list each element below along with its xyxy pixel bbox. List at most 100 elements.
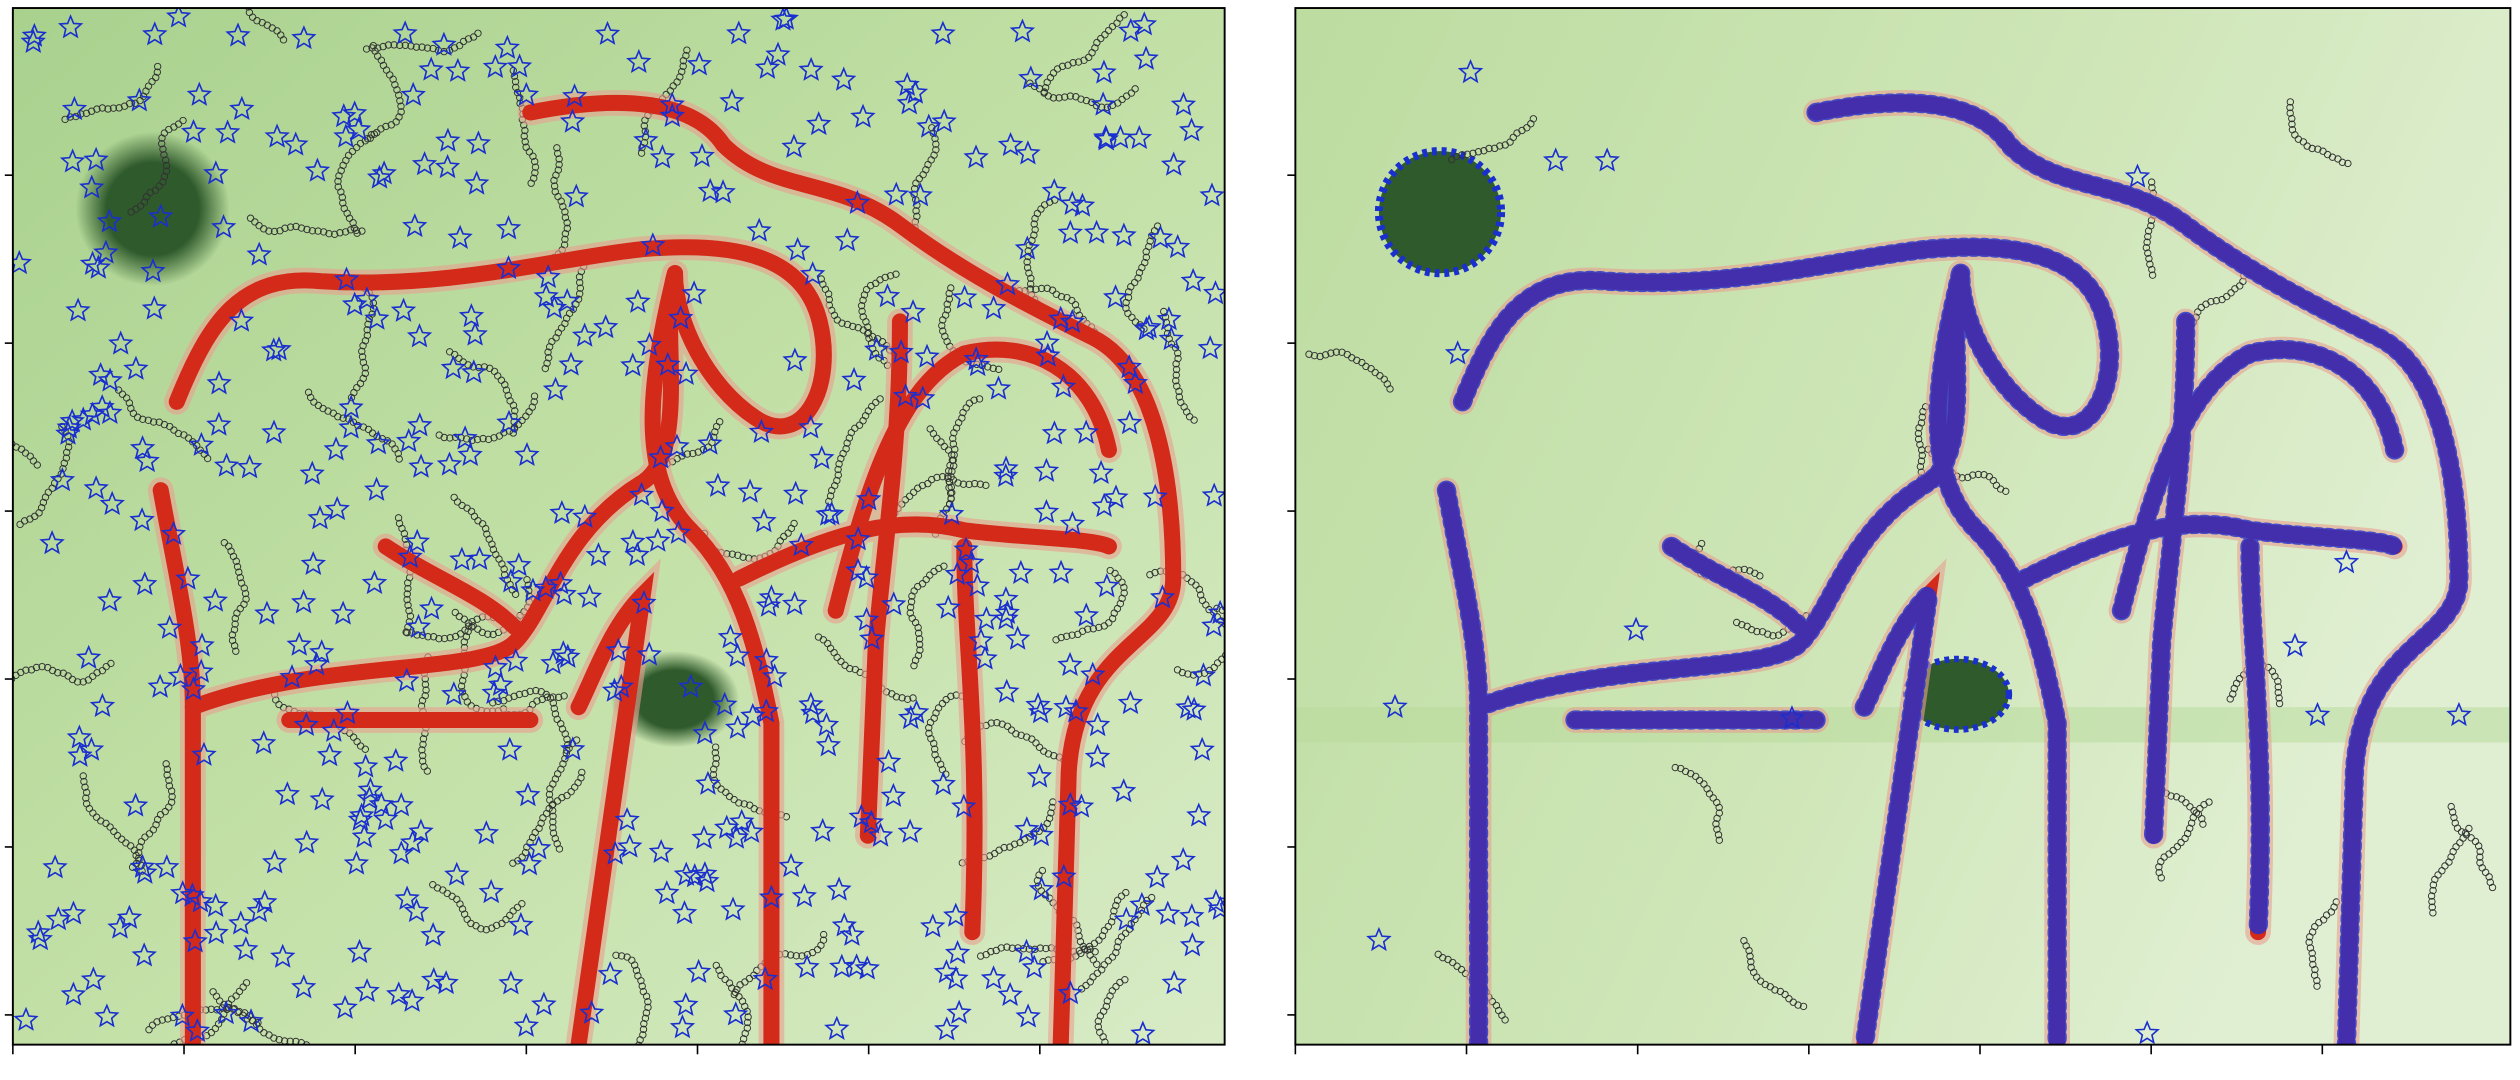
star-marker xyxy=(671,899,698,925)
trail-point xyxy=(247,0,253,5)
trail-point xyxy=(117,835,126,843)
trail-point xyxy=(741,1068,747,1074)
star-marker xyxy=(383,747,409,772)
trail-point xyxy=(358,227,366,235)
star-marker xyxy=(473,820,500,845)
trail-point xyxy=(166,422,174,431)
trail-point xyxy=(575,273,584,281)
trail-point xyxy=(1785,994,1793,1003)
trail-point xyxy=(557,719,565,728)
star-layer xyxy=(1366,59,2472,1045)
star-marker xyxy=(531,991,557,1016)
trail-point xyxy=(1127,283,1135,291)
star-marker xyxy=(503,648,529,673)
star-marker xyxy=(238,1008,264,1033)
trail-point xyxy=(2328,153,2337,161)
trail-point xyxy=(236,573,244,582)
star-marker xyxy=(664,433,690,458)
trail-point xyxy=(555,160,563,169)
trail-point xyxy=(909,694,917,702)
star-marker xyxy=(1069,192,1096,217)
star-marker xyxy=(206,411,232,436)
star-marker xyxy=(931,108,957,133)
trail-point xyxy=(971,479,979,488)
star-marker xyxy=(407,412,433,437)
trail-point xyxy=(79,678,87,686)
trail-point xyxy=(146,188,154,197)
trail-point xyxy=(1074,630,1082,639)
trail-point xyxy=(2447,802,2455,811)
star-marker xyxy=(12,249,33,275)
trail-point xyxy=(1007,726,1016,734)
trail-point xyxy=(888,690,896,698)
trail-point xyxy=(453,498,462,506)
star-marker xyxy=(935,594,961,619)
trail-point xyxy=(557,197,565,205)
trail-point xyxy=(1172,371,1180,379)
star-marker xyxy=(907,182,933,207)
trail-point xyxy=(1233,634,1239,640)
trail-point xyxy=(837,454,845,463)
trail-point xyxy=(292,222,300,231)
trail-point xyxy=(1026,280,1035,288)
trail-point xyxy=(915,640,924,649)
trail-point xyxy=(511,77,520,86)
trail-point xyxy=(180,431,188,439)
trail-point xyxy=(401,41,410,50)
trail-point xyxy=(1037,205,1045,213)
trail-point xyxy=(484,435,493,444)
star-marker xyxy=(799,261,826,286)
trail-point xyxy=(2196,804,2204,813)
trail-point xyxy=(939,316,947,324)
trail-point xyxy=(504,391,512,400)
star-marker xyxy=(390,297,417,322)
star-marker xyxy=(875,748,902,773)
star-marker xyxy=(83,146,109,171)
star-marker xyxy=(246,241,272,266)
trail-point xyxy=(1120,11,1128,19)
star-marker xyxy=(672,991,699,1016)
star-marker xyxy=(147,673,173,698)
star-marker xyxy=(533,283,559,308)
star-marker xyxy=(97,367,123,392)
trail-point xyxy=(1093,969,1102,977)
star-marker xyxy=(97,399,123,425)
trail-point xyxy=(683,450,692,458)
star-marker xyxy=(751,508,777,533)
trail-point xyxy=(1048,286,1057,294)
trail-point xyxy=(1218,655,1225,663)
star-marker xyxy=(78,736,105,761)
trail-point xyxy=(422,686,430,694)
trail-point xyxy=(639,1025,648,1034)
star-marker xyxy=(88,361,114,386)
trail-point xyxy=(12,675,16,683)
star-marker xyxy=(953,536,979,561)
trail-point xyxy=(944,472,952,481)
star-marker xyxy=(806,111,832,136)
star-marker xyxy=(279,664,305,689)
trail-point xyxy=(1996,485,2005,493)
trail-point xyxy=(1172,365,1181,374)
trail-point xyxy=(563,224,572,233)
trail-point xyxy=(82,109,91,117)
star-marker xyxy=(66,724,92,749)
trail-point xyxy=(98,104,107,112)
trail-point xyxy=(31,512,39,521)
trail-point xyxy=(1327,349,1335,357)
star-marker xyxy=(506,552,532,577)
trail-point xyxy=(418,746,426,754)
star-marker xyxy=(122,792,149,817)
trail-point xyxy=(458,676,467,685)
trail-point xyxy=(948,489,956,497)
star-marker xyxy=(535,264,561,289)
trail-point xyxy=(481,524,490,533)
trail-point xyxy=(115,104,123,112)
trail-point xyxy=(2186,803,2194,811)
trail-point xyxy=(561,319,569,328)
star-marker xyxy=(1057,219,1083,244)
trail-point xyxy=(854,323,862,332)
trail-point xyxy=(106,823,114,831)
trail-point xyxy=(2169,846,2177,855)
star-marker xyxy=(897,818,923,843)
